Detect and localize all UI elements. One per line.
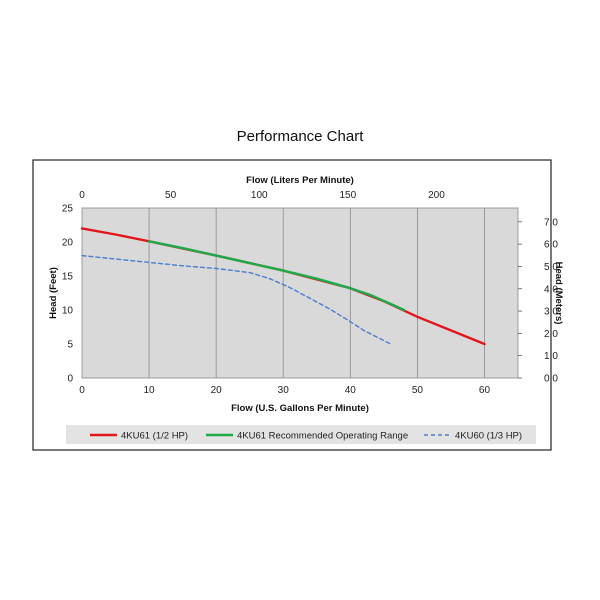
legend-entry-4ku61-range: 4KU61 Recommended Operating Range — [206, 431, 408, 442]
series-line-2 — [81, 254, 392, 345]
x-axis-title: Flow (U.S. Gallons Per Minute) — [231, 403, 369, 414]
y-tick-label: 5 — [67, 340, 73, 351]
y2-axis-title: Head (Meters) — [553, 262, 564, 325]
series-line-1 — [147, 240, 406, 312]
legend-label-4ku61-range: 4KU61 Recommended Operating Range — [237, 431, 408, 442]
y-tick-label: 15 — [62, 272, 74, 283]
x-tick-label: 50 — [412, 385, 424, 396]
x2-tick-label: 50 — [165, 190, 177, 201]
x-tick-label: 40 — [345, 385, 357, 396]
legend-label-4ku60: 4KU60 (1/3 HP) — [455, 431, 522, 442]
x-tick-label: 60 — [479, 385, 491, 396]
y2-tick-label: 5.0 — [544, 262, 558, 273]
x-tick-label: 0 — [79, 385, 85, 396]
x-tick-label: 30 — [278, 385, 290, 396]
y2-tick-label: 2.0 — [544, 329, 558, 340]
x2-tick-label: 150 — [340, 190, 357, 201]
x2-tick-label: 100 — [251, 190, 268, 201]
x2-axis-title: Flow (Liters Per Minute) — [246, 175, 354, 186]
x-tick-label: 10 — [144, 385, 156, 396]
series-lines — [80, 227, 486, 346]
y2-tick-label: 7.0 — [544, 217, 558, 228]
y2-tick-label: 4.0 — [544, 284, 558, 295]
y-axis-title: Head (Feet) — [48, 267, 59, 319]
legend-box — [66, 425, 536, 444]
tick-labels: 0 10 20 30 40 50 60 0 5 10 15 20 25 0 50 100 150 200 0.0 1.… — [62, 190, 558, 396]
y-tick-label: 25 — [62, 204, 74, 215]
legend-entry-4ku61: 4KU61 (1/2 HP) — [90, 431, 188, 442]
y-tick-label: 0 — [67, 374, 73, 385]
y2-tick-label: 0.0 — [544, 374, 558, 385]
plot-area — [81, 207, 519, 379]
legend-entry-4ku60: 4KU60 (1/3 HP) — [424, 431, 522, 442]
y2-tick-label: 6.0 — [544, 240, 558, 251]
y-tick-label: 10 — [62, 306, 74, 317]
x2-tick-label: 200 — [428, 190, 445, 201]
gridlines — [148, 208, 485, 378]
legend-label-4ku61: 4KU61 (1/2 HP) — [121, 431, 188, 442]
chart-title: Performance Chart — [236, 128, 364, 145]
y-tick-label: 20 — [62, 238, 74, 249]
y2-tick-label: 1.0 — [544, 351, 558, 362]
x-tick-label: 20 — [211, 385, 223, 396]
x2-tick-label: 0 — [79, 190, 85, 201]
y2-tick-label: 3.0 — [544, 307, 558, 318]
